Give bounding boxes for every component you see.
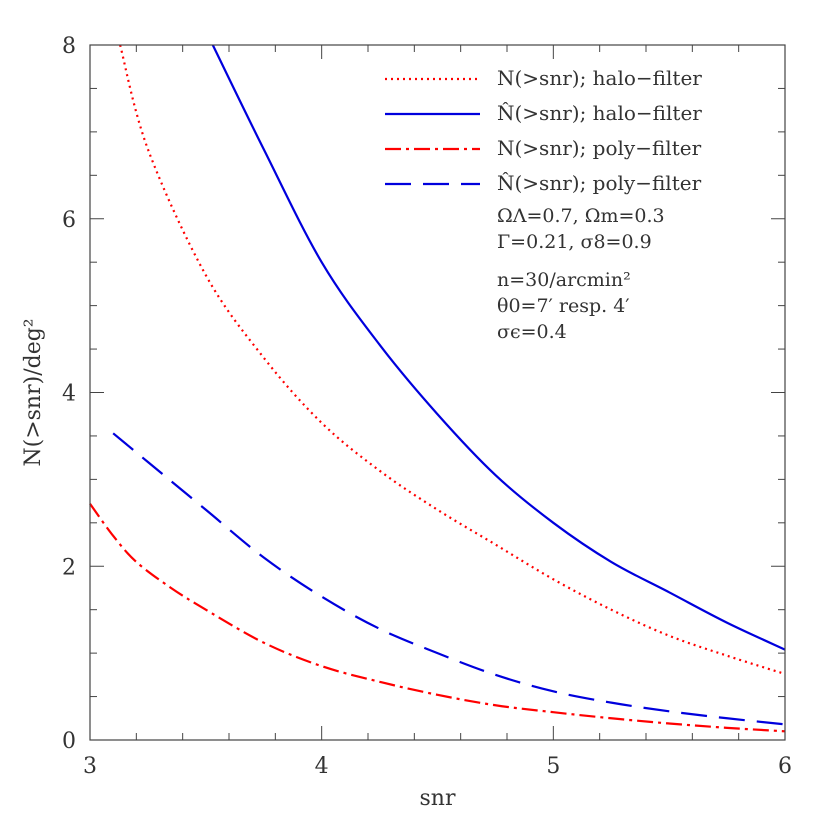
y-tick-label: 2 <box>62 555 76 580</box>
param-theta: θ0=7′ resp. 4′ <box>497 295 630 317</box>
param-sigma-epsilon: σϵ=0.4 <box>497 321 567 343</box>
x-axis-title: snr <box>420 786 456 811</box>
legend-label-3: N(>snr); poly−filter <box>497 136 702 160</box>
x-tick-label: 6 <box>778 754 792 779</box>
param-omega: ΩΛ=0.7, Ωm=0.3 <box>497 205 665 227</box>
series-line-4 <box>112 432 786 726</box>
legend-label-4: N̂(>snr); poly−filter <box>497 171 702 195</box>
x-tick-label: 5 <box>546 754 560 779</box>
x-tick-label: 4 <box>315 754 329 779</box>
series-line-3 <box>89 503 786 733</box>
series-line-1 <box>119 44 786 676</box>
y-tick-label: 0 <box>62 729 76 754</box>
y-tick-label: 6 <box>62 208 76 233</box>
y-tick-label: 4 <box>62 382 76 407</box>
y-axis-title: N(>snr)/deg² <box>21 318 46 466</box>
legend-label-1: N(>snr); halo−filter <box>497 66 702 90</box>
series-line-2 <box>211 44 786 651</box>
y-tick-label: 8 <box>62 34 76 59</box>
param-gamma-sigma8: Γ=0.21, σ8=0.9 <box>497 231 652 253</box>
x-tick-label: 3 <box>83 754 97 779</box>
series-layer <box>89 44 786 733</box>
parameters-annotation: ΩΛ=0.7, Ωm=0.3 Γ=0.21, σ8=0.9 n=30/arcmi… <box>497 205 665 343</box>
legend-label-2: N̂(>snr); halo−filter <box>497 101 702 125</box>
param-density: n=30/arcmin² <box>497 269 631 291</box>
legend: N(>snr); halo−filter N̂(>snr); halo−filte… <box>385 66 702 195</box>
